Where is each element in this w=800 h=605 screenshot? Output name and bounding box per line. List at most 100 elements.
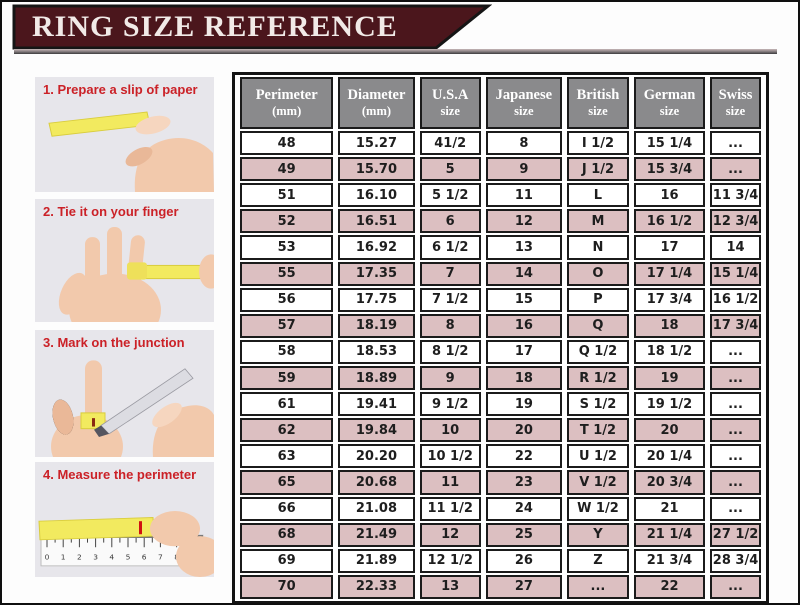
table-cell: S 1/2 xyxy=(566,392,629,417)
table-row: 51 16.10 5 1/2 11 L 16 11 3/4 xyxy=(240,183,761,208)
pen-marking-finger-icon xyxy=(35,352,214,457)
table-cell: 12 1/2 xyxy=(419,548,481,573)
pen-tip xyxy=(94,425,109,438)
table-cell: Z xyxy=(566,548,629,573)
table-cell: 14 xyxy=(710,235,761,260)
table-cell: 8 1/2 xyxy=(419,339,481,364)
table-cell: 12 xyxy=(419,522,481,547)
column-header: German size xyxy=(633,77,706,129)
table-cell: 15.70 xyxy=(338,157,415,182)
paper-slip xyxy=(38,516,155,541)
index-finger xyxy=(85,237,100,294)
table-cell: 41/2 xyxy=(419,131,481,156)
table-cell: 16.10 xyxy=(338,183,415,208)
table-cell: ... xyxy=(710,392,761,417)
table-cell: 7 xyxy=(419,261,481,286)
table-cell: 56 xyxy=(240,287,334,312)
table-cell: 16.92 xyxy=(338,235,415,260)
table-cell: 11 xyxy=(419,470,481,495)
table-cell: I 1/2 xyxy=(566,131,629,156)
table-cell: 16 xyxy=(633,183,706,208)
page-title: RING SIZE REFERENCE xyxy=(32,10,398,43)
table-cell: 10 xyxy=(419,418,481,443)
table-row: 52 16.51 6 12 M 16 1/2 12 3/4 xyxy=(240,209,761,234)
table-cell: R 1/2 xyxy=(566,365,629,391)
step-3-label: 3. Mark on the junction xyxy=(43,335,185,350)
table-cell: 59 xyxy=(240,365,334,391)
table-cell: 16 1/2 xyxy=(633,209,706,234)
table-row: 53 16.92 6 1/2 13 N 17 14 xyxy=(240,235,761,260)
table-row: 57 18.19 8 16 Q 18 17 3/4 xyxy=(240,313,761,338)
step-3-mark-junction: 3. Mark on the junction xyxy=(35,330,214,457)
table-cell: 61 xyxy=(240,392,334,417)
table-row: 55 17.35 7 14 O 17 1/4 15 1/4 xyxy=(240,261,761,286)
step-1-label: 1. Prepare a slip of paper xyxy=(43,82,198,97)
table-cell: ... xyxy=(710,444,761,469)
table-cell: 66 xyxy=(240,496,334,521)
finger xyxy=(176,536,214,577)
table-row: 65 20.68 11 23 V 1/2 20 3/4... xyxy=(240,470,761,495)
table-cell: 25 xyxy=(485,522,562,547)
column-header: Japanese size xyxy=(485,77,562,129)
table-cell: Q xyxy=(566,313,629,338)
table-cell: N xyxy=(566,235,629,260)
step-4-label: 4. Measure the perimeter xyxy=(43,467,197,482)
table-cell: P xyxy=(566,287,629,312)
table-cell: ... xyxy=(710,418,761,443)
table-cell: 9 1/2 xyxy=(419,392,481,417)
table-cell: ... xyxy=(710,365,761,391)
table-cell: M xyxy=(566,209,629,234)
table-cell: 12 xyxy=(485,209,562,234)
table-cell: 15 3/4 xyxy=(633,157,706,182)
table-cell: 63 xyxy=(240,444,334,469)
ink-mark xyxy=(92,418,95,427)
table-cell: 22 xyxy=(485,444,562,469)
ruler-measuring-icon: 0123456789 xyxy=(35,484,214,577)
table-cell: 21 3/4 xyxy=(633,548,706,573)
table-cell: 52 xyxy=(240,209,334,234)
table-row: 59 18.89 9 18 R 1/2 19... xyxy=(240,365,761,391)
table-cell: ... xyxy=(710,339,761,364)
table-cell: 14 xyxy=(485,261,562,286)
paper-band xyxy=(127,262,147,280)
conversion-table: Perimeter (mm) Diameter (mm) U.S.A size Japane… xyxy=(235,75,766,601)
table-cell: 53 xyxy=(240,235,334,260)
table-cell: 55 xyxy=(240,261,334,286)
table-cell: O xyxy=(566,261,629,286)
table-cell: 27 xyxy=(485,574,562,599)
table-cell: 65 xyxy=(240,470,334,495)
table-cell: ... xyxy=(710,157,761,182)
table-cell: 17 1/4 xyxy=(633,261,706,286)
table-cell: V 1/2 xyxy=(566,470,629,495)
table-cell: U 1/2 xyxy=(566,444,629,469)
table-cell: 20 1/4 xyxy=(633,444,706,469)
table-cell: 11 3/4 xyxy=(710,183,761,208)
table-cell: 20 xyxy=(485,418,562,443)
table-cell: 13 xyxy=(419,574,481,599)
step-2-label: 2. Tie it on your finger xyxy=(43,204,179,219)
table-cell: 7 1/2 xyxy=(419,287,481,312)
table-cell: 15 1/4 xyxy=(710,261,761,286)
table-cell: Q 1/2 xyxy=(566,339,629,364)
table-cell: J 1/2 xyxy=(566,157,629,182)
table-cell: 49 xyxy=(240,157,334,182)
svg-text:3: 3 xyxy=(93,553,98,562)
table-cell: L xyxy=(566,183,629,208)
table-cell: 23 xyxy=(485,470,562,495)
table-cell: 51 xyxy=(240,183,334,208)
table-cell: 21 1/4 xyxy=(633,522,706,547)
svg-text:2: 2 xyxy=(77,553,82,562)
table-cell: 19 xyxy=(633,365,706,391)
table-cell: 12 3/4 xyxy=(710,209,761,234)
table-cell: ... xyxy=(710,131,761,156)
table-cell: 18.53 xyxy=(338,339,415,364)
table-row: 56 17.75 7 1/2 15 P 17 3/4 16 1/2 xyxy=(240,287,761,312)
table-cell: 16 1/2 xyxy=(710,287,761,312)
step-1-prepare-paper: 1. Prepare a slip of paper xyxy=(35,77,214,192)
table-cell: 20.68 xyxy=(338,470,415,495)
table-cell: 28 3/4 xyxy=(710,548,761,573)
table-cell: 48 xyxy=(240,131,334,156)
table-cell: 13 xyxy=(485,235,562,260)
table-cell: 21.08 xyxy=(338,496,415,521)
